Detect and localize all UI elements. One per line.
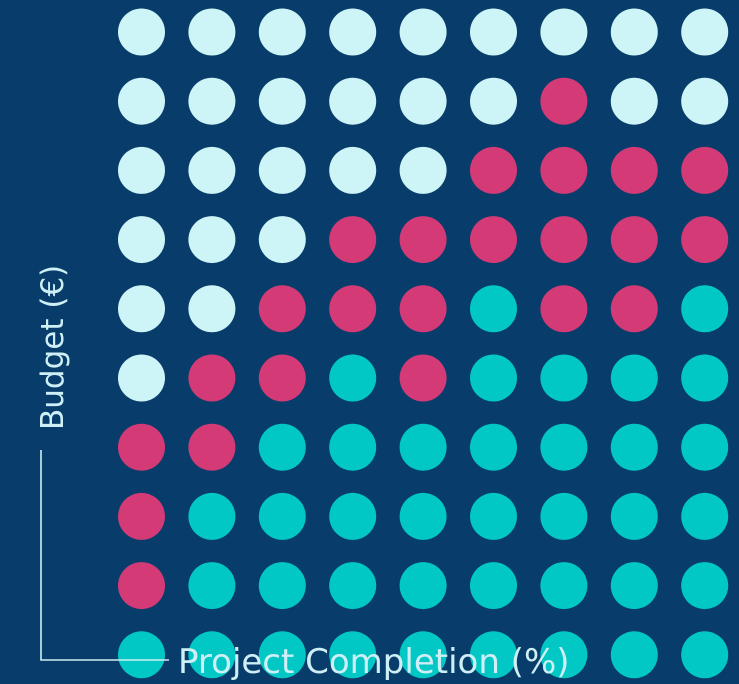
dot-light bbox=[329, 77, 377, 125]
dot-light bbox=[188, 285, 236, 333]
dot-teal bbox=[470, 492, 517, 540]
dot-teal bbox=[329, 423, 377, 471]
dot-teal bbox=[610, 631, 658, 679]
dot-teal bbox=[399, 562, 447, 610]
dot-light bbox=[118, 8, 165, 56]
dot-teal bbox=[681, 285, 729, 333]
dot-teal bbox=[540, 631, 588, 679]
dot-light bbox=[610, 8, 658, 56]
axis-bracket bbox=[40, 450, 169, 661]
dot-teal bbox=[540, 423, 588, 471]
dot-pink bbox=[540, 285, 588, 333]
dot-teal bbox=[540, 562, 588, 610]
dot-pink bbox=[188, 423, 236, 471]
dot-light bbox=[329, 8, 377, 56]
dot-teal bbox=[470, 354, 517, 402]
dot-pink bbox=[681, 216, 729, 264]
dot-pink bbox=[118, 562, 165, 610]
dot-pink bbox=[118, 492, 165, 540]
dot-teal bbox=[470, 423, 517, 471]
dot-light bbox=[540, 8, 588, 56]
dot-light bbox=[258, 216, 306, 264]
dot-teal bbox=[329, 354, 377, 402]
dot-light bbox=[118, 77, 165, 125]
dot-grid bbox=[118, 8, 729, 679]
dot-pink bbox=[610, 216, 658, 264]
dot-teal bbox=[681, 354, 729, 402]
dot-teal bbox=[610, 492, 658, 540]
x-axis-label: Project Completion (%) bbox=[178, 642, 570, 682]
dot-pink bbox=[681, 146, 729, 194]
dot-light bbox=[118, 285, 165, 333]
dot-teal bbox=[540, 354, 588, 402]
dot-teal bbox=[681, 631, 729, 679]
dot-light bbox=[610, 77, 658, 125]
dot-light bbox=[188, 216, 236, 264]
dot-teal bbox=[188, 631, 236, 679]
dot-teal bbox=[470, 631, 517, 679]
dot-light bbox=[118, 146, 165, 194]
dot-teal bbox=[399, 492, 447, 540]
dot-pink bbox=[540, 146, 588, 194]
dot-light bbox=[188, 146, 236, 194]
dot-light bbox=[399, 146, 447, 194]
dot-light bbox=[258, 8, 306, 56]
dot-teal bbox=[610, 354, 658, 402]
dot-light bbox=[188, 8, 236, 56]
dot-pink bbox=[399, 354, 447, 402]
dot-teal bbox=[258, 562, 306, 610]
dot-pink bbox=[399, 285, 447, 333]
dot-teal bbox=[470, 285, 517, 333]
dot-light bbox=[399, 77, 447, 125]
dot-teal bbox=[118, 631, 165, 679]
dot-teal bbox=[610, 423, 658, 471]
dot-teal bbox=[399, 631, 447, 679]
dot-pink bbox=[540, 77, 588, 125]
dot-pink bbox=[258, 285, 306, 333]
dot-light bbox=[118, 216, 165, 264]
dot-teal bbox=[681, 492, 729, 540]
dot-pink bbox=[329, 216, 377, 264]
dot-pink bbox=[610, 146, 658, 194]
dot-teal bbox=[329, 631, 377, 679]
dot-teal bbox=[258, 423, 306, 471]
dot-teal bbox=[610, 562, 658, 610]
dot-teal bbox=[681, 423, 729, 471]
dot-teal bbox=[188, 562, 236, 610]
y-axis-label: Budget (€) bbox=[35, 265, 71, 430]
dot-light bbox=[188, 77, 236, 125]
dot-light bbox=[258, 146, 306, 194]
dot-light bbox=[329, 146, 377, 194]
dot-teal bbox=[540, 492, 588, 540]
dot-teal bbox=[470, 562, 517, 610]
dot-light bbox=[470, 8, 517, 56]
dot-teal bbox=[329, 492, 377, 540]
dot-teal bbox=[681, 562, 729, 610]
dot-light bbox=[681, 8, 729, 56]
dot-teal bbox=[188, 492, 236, 540]
dot-light bbox=[681, 77, 729, 125]
dot-pink bbox=[540, 216, 588, 264]
dot-pink bbox=[118, 423, 165, 471]
dot-pink bbox=[470, 146, 517, 194]
dot-pink bbox=[399, 216, 447, 264]
dot-teal bbox=[399, 423, 447, 471]
dot-light bbox=[399, 8, 447, 56]
dot-pink bbox=[610, 285, 658, 333]
dot-light bbox=[258, 77, 306, 125]
dot-light bbox=[118, 354, 165, 402]
dot-teal bbox=[329, 562, 377, 610]
dot-pink bbox=[329, 285, 377, 333]
dot-pink bbox=[258, 354, 306, 402]
dot-light bbox=[470, 77, 517, 125]
dot-teal bbox=[258, 631, 306, 679]
dot-pink bbox=[470, 216, 517, 264]
dot-teal bbox=[258, 492, 306, 540]
dot-pink bbox=[188, 354, 236, 402]
